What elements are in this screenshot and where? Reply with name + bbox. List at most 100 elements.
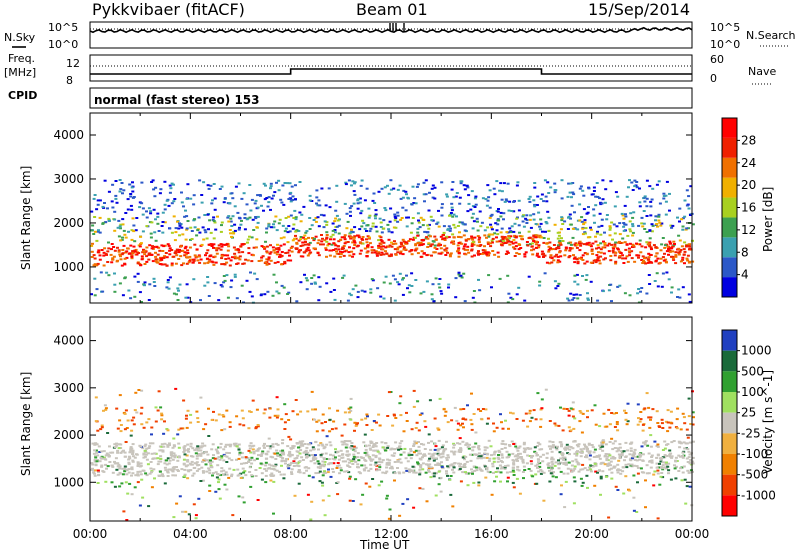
velocity-cell (298, 452, 302, 455)
power-cell (374, 250, 378, 253)
velocity-cell (632, 496, 636, 499)
velocity-cell (163, 420, 166, 423)
power-cell (544, 195, 548, 198)
velocity-cell (335, 465, 339, 468)
velocity-cell (497, 449, 501, 452)
noise-left-tick-top: 10^5 (48, 21, 79, 34)
power-cell (375, 230, 379, 233)
power-cell (438, 286, 442, 289)
power-cell (656, 285, 660, 288)
velocity-cell (564, 480, 568, 483)
velocity-cell (645, 464, 649, 467)
power-cell (145, 246, 149, 249)
velocity-cell (387, 517, 391, 520)
power-cell (566, 297, 570, 300)
velocity-cell (271, 445, 275, 448)
velocity-cell (290, 471, 293, 474)
power-cell (678, 296, 682, 299)
velocity-cell (96, 454, 100, 457)
velocity-cell (403, 447, 407, 450)
velocity-cell (334, 448, 337, 451)
velocity-cell (493, 450, 497, 453)
velocity-cell (611, 448, 615, 451)
power-cell (532, 234, 536, 237)
power-cell (383, 186, 387, 189)
velocity-cell (138, 470, 142, 473)
power-cell (405, 242, 409, 245)
velocity-cell (375, 421, 378, 424)
velocity-cell (638, 453, 642, 456)
power-cell (379, 243, 383, 246)
velocity-cell (289, 447, 293, 450)
power-cell (648, 253, 652, 256)
velocity-cell (287, 419, 291, 421)
power-cell (278, 253, 282, 256)
power-cell (623, 241, 627, 244)
power-cell (106, 261, 110, 263)
velocity-cell (109, 451, 113, 454)
velocity-cell (670, 441, 674, 444)
power-cell (189, 226, 193, 229)
power-cell (493, 253, 497, 256)
velocity-cell (674, 477, 678, 480)
velocity-cell (312, 459, 316, 461)
velocity-cell (121, 467, 125, 470)
velocity-cell (239, 477, 243, 479)
velocity-cell (536, 392, 540, 395)
power-cell (663, 246, 667, 249)
power-cell (257, 260, 261, 262)
velocity-cell (388, 508, 392, 511)
velocity-cell (414, 442, 418, 445)
velocity-cell (186, 464, 190, 467)
velocity-cell (260, 452, 264, 455)
power-cell (132, 245, 136, 248)
power-cell (135, 217, 139, 219)
power-cell (180, 191, 183, 194)
power-cell (404, 190, 408, 193)
power-cell (158, 192, 162, 195)
power-cell (435, 222, 439, 225)
velocity-cell (284, 413, 288, 416)
power-cell (101, 290, 105, 293)
velocity-cell (551, 458, 555, 461)
power-cell (282, 203, 286, 206)
power-cell (604, 188, 608, 191)
power-cell (433, 246, 437, 249)
power-cell (374, 213, 378, 216)
velocity-cell (349, 418, 353, 421)
power-cell (416, 234, 420, 237)
velocity-cell (172, 516, 176, 519)
power-cell (454, 195, 458, 198)
power-cell (177, 289, 180, 292)
power-cell (133, 275, 137, 278)
power-cell (527, 230, 531, 233)
velocity-cell (328, 430, 332, 433)
power-cell (130, 254, 134, 257)
velocity-cell (330, 428, 334, 431)
power-cell (683, 199, 687, 202)
power-cell (93, 277, 97, 280)
velocity-cell (275, 416, 279, 419)
velocity-cell (131, 459, 135, 462)
power-cell (163, 208, 167, 211)
velocity-cell (156, 457, 160, 460)
power-cell (499, 239, 503, 242)
velocity-cell (632, 451, 636, 454)
power-cell (95, 208, 99, 211)
velocity-cell (315, 430, 319, 433)
power-cell (210, 244, 214, 247)
power-cell (569, 241, 573, 244)
velocity-cell (452, 442, 456, 445)
velocity-cell (550, 458, 554, 461)
power-cell (335, 184, 339, 187)
velocity-cell (566, 472, 570, 475)
velocity-cell (276, 452, 280, 455)
power-cell (463, 223, 467, 226)
velocity-cell (256, 449, 260, 452)
power-cell (496, 218, 500, 221)
power-cell (420, 243, 424, 246)
power-cell (379, 226, 383, 228)
power-cell (306, 254, 310, 257)
velocity-cell (323, 470, 326, 473)
power-cell (177, 227, 181, 230)
